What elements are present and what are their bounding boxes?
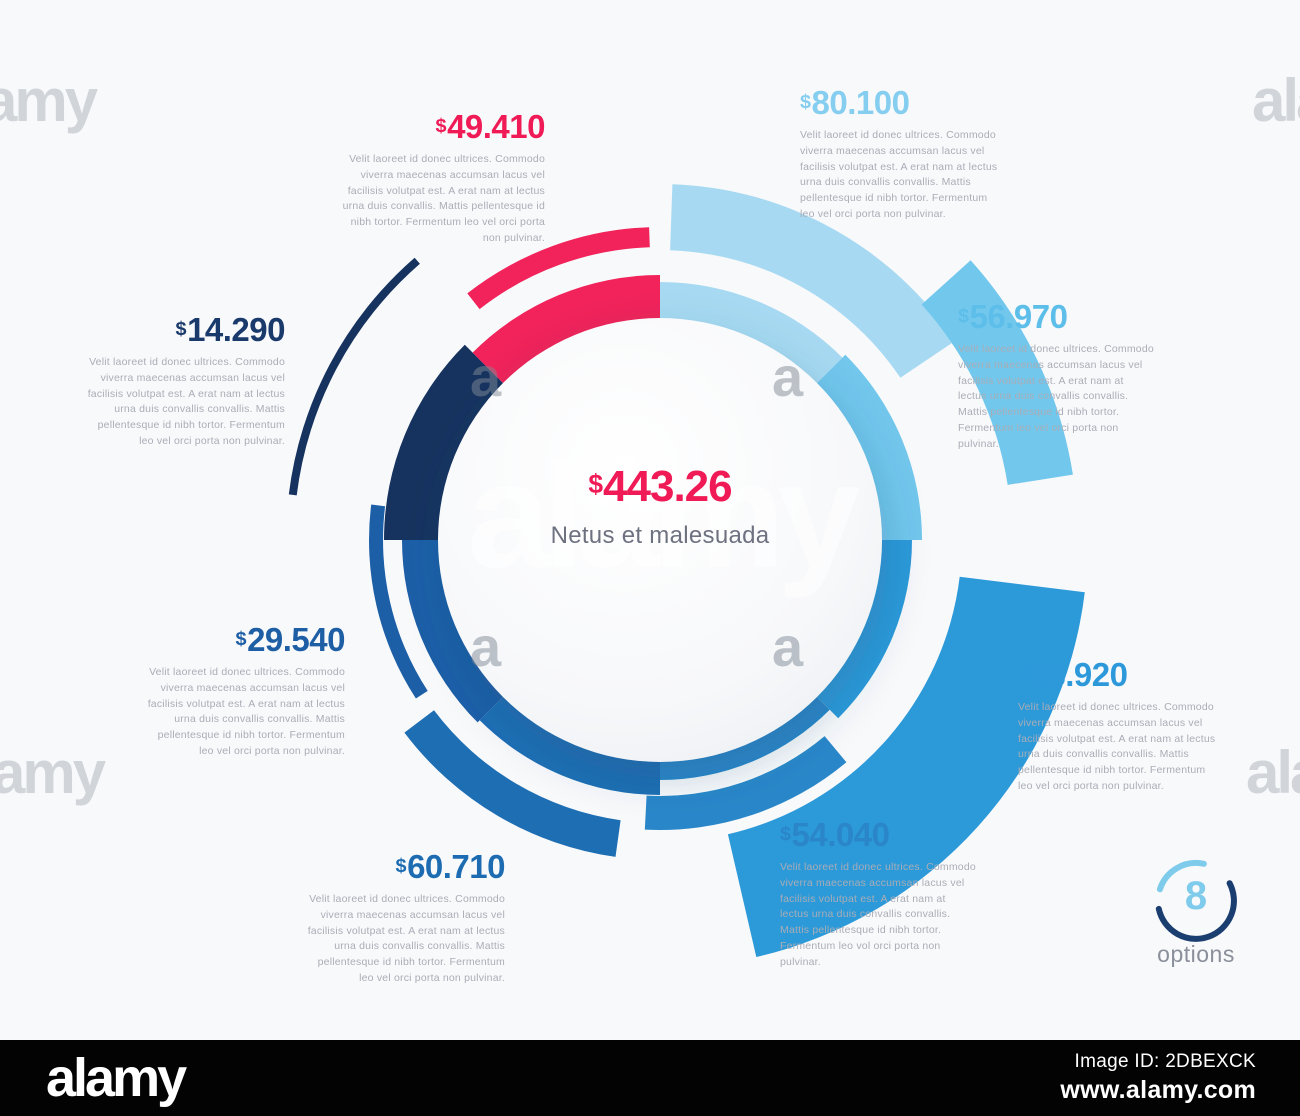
donut-chart <box>288 184 1085 957</box>
outer-arc-2 <box>727 576 1085 957</box>
currency-symbol: $ <box>1018 662 1029 685</box>
segment-value: $60.710 <box>395 848 506 885</box>
alamy-url: www.alamy.com <box>1060 1076 1256 1104</box>
currency-symbol: $ <box>800 90 811 113</box>
badge-arc <box>1156 860 1207 893</box>
badge-arc <box>1155 880 1237 942</box>
segment-description: Velit laoreet id donec ultrices. Commodo… <box>307 893 505 984</box>
alamy-footer-bar: alamy Image ID: 2DBEXCK www.alamy.com <box>0 1040 1300 1116</box>
segment-label-98920: $98.920 Velit laoreet id donec ultrices.… <box>1018 658 1218 795</box>
outer-arc-0 <box>670 184 956 378</box>
segment-description: Velit laoreet id donec ultrices. Commodo… <box>147 666 345 757</box>
segment-label-29540: $29.540 Velit laoreet id donec ultrices.… <box>140 621 346 760</box>
chart-center-subtitle: Netus et malesuada <box>550 522 770 549</box>
donut-segment-7 <box>472 275 660 389</box>
segment-value: $49.410 <box>435 108 546 145</box>
donut-segment-4 <box>479 691 660 795</box>
segment-description: Velit laoreet id donec ultrices. Commodo… <box>87 356 285 447</box>
donut-segment-5 <box>402 540 509 723</box>
segment-value: $14.290 <box>175 311 286 348</box>
currency-symbol: $ <box>435 114 447 137</box>
segment-value: $80.100 <box>800 84 910 121</box>
currency-symbol: $ <box>588 468 603 499</box>
donut-segments <box>288 184 1085 957</box>
donut-segment-6 <box>383 344 509 540</box>
chart-center-label: $443.26 Netus et malesuada <box>440 462 880 550</box>
segment-description: Velit laoreet id donec ultrices. Commodo… <box>780 861 976 968</box>
segment-value: $56.970 <box>958 298 1068 335</box>
segment-label-49410: $49.410 Velit laoreet id donec ultrices.… <box>340 108 546 247</box>
segment-value: $29.540 <box>235 621 346 658</box>
outer-arc-7 <box>467 227 650 310</box>
image-id: Image ID: 2DBEXCK <box>1074 1051 1256 1072</box>
outer-arc-4 <box>404 710 621 857</box>
footer-info: Image ID: 2DBEXCK www.alamy.com <box>1060 1051 1256 1105</box>
options-count: 8 <box>1184 874 1208 918</box>
currency-symbol: $ <box>780 822 791 845</box>
total-amount: 443.26 <box>603 462 733 511</box>
outer-arc-5 <box>369 504 428 699</box>
chart-total-value: $443.26 <box>440 462 880 512</box>
options-badge <box>1155 860 1237 942</box>
segment-label-60710: $60.710 Velit laoreet id donec ultrices.… <box>300 848 506 987</box>
currency-symbol: $ <box>175 317 187 340</box>
chart-center-circle <box>438 318 882 762</box>
currency-symbol: $ <box>235 627 247 650</box>
segment-description: Velit laoreet id donec ultrices. Commodo… <box>342 153 545 244</box>
outer-arc-3 <box>644 736 847 831</box>
currency-symbol: $ <box>958 304 969 327</box>
segment-label-54040: $54.040 Velit laoreet id donec ultrices.… <box>780 818 976 970</box>
segment-value: $98.920 <box>1018 656 1128 693</box>
outer-arc-1 <box>921 260 1073 485</box>
segment-description: Velit laoreet id donec ultrices. Commodo… <box>958 343 1154 450</box>
segment-value: $54.040 <box>780 816 890 853</box>
segment-label-56970: $56.970 Velit laoreet id donec ultrices.… <box>958 300 1154 452</box>
segment-label-14290: $14.290 Velit laoreet id donec ultrices.… <box>80 311 286 450</box>
donut-segment-0 <box>660 282 843 389</box>
segment-label-80100: $80.100 Velit laoreet id donec ultrices.… <box>800 86 1000 223</box>
segment-description: Velit laoreet id donec ultrices. Commodo… <box>1018 701 1216 792</box>
currency-symbol: $ <box>395 854 407 877</box>
alamy-logo: alamy <box>46 1048 187 1108</box>
segment-description: Velit laoreet id donec ultrices. Commodo… <box>800 129 998 220</box>
donut-segment-1 <box>811 354 922 540</box>
options-label: options <box>1157 941 1235 967</box>
